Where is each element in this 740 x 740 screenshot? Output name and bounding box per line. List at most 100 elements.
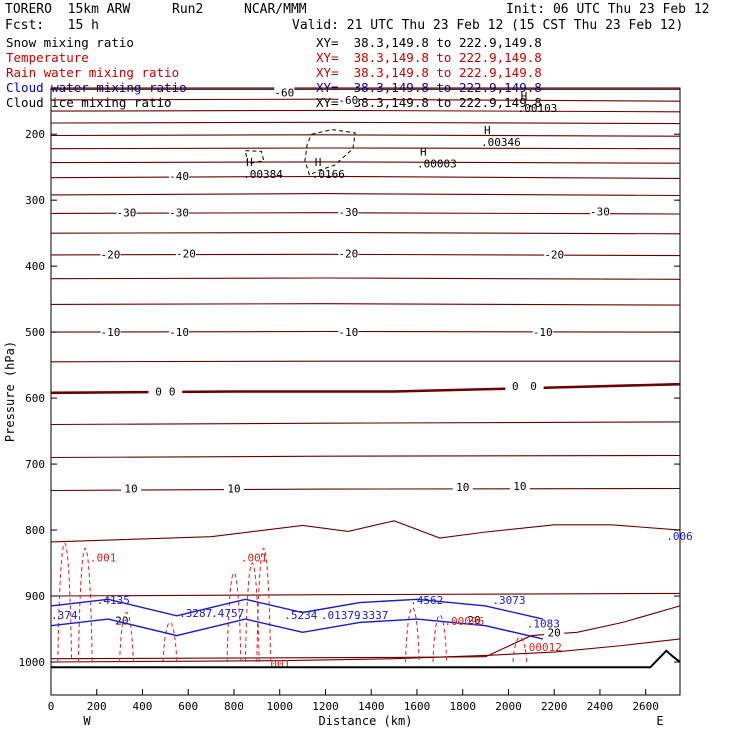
temperature-isotherm	[50, 360, 680, 363]
extremum-marker: H	[484, 124, 491, 137]
isotherm-label-bg	[509, 479, 530, 491]
temperature-isotherm	[50, 147, 681, 150]
isotherm-label: -10	[338, 326, 358, 339]
isotherm-label: -10	[169, 326, 189, 339]
x-tick-label: 2600	[632, 700, 659, 713]
y-tick-label: 900	[25, 590, 45, 603]
cloud-water-contour	[50, 618, 543, 640]
cloud-water-label: .374	[51, 609, 78, 622]
isotherm-label: 0	[512, 380, 519, 393]
temperature-isotherm	[50, 382, 681, 395]
extremum-value: .00384	[243, 168, 283, 181]
legend-entry: Temperature	[6, 50, 89, 65]
x-tick-label: 200	[87, 700, 107, 713]
cloud-water-label: .4757	[211, 607, 244, 620]
temperature-isotherm	[50, 487, 681, 492]
isotherm-label-bg	[338, 247, 359, 259]
temperature-isotherm	[50, 520, 681, 543]
x-end-label-left: W	[83, 714, 91, 728]
legend-xy-range: XY= 38.3,149.8 to 222.9,149.8	[316, 50, 542, 65]
temperature-isotherm	[50, 109, 681, 113]
isotherm-label: 20	[115, 614, 128, 627]
extremum-marker: H	[521, 90, 528, 103]
x-tick-label: 1800	[449, 700, 476, 713]
temperature-isotherm	[50, 253, 681, 257]
x-tick-label: 600	[178, 700, 198, 713]
legend-xy-range: XY= 38.3,149.8 to 222.9,149.8	[316, 35, 542, 50]
temperature-isotherm	[50, 175, 681, 179]
legend-xy-range: XY= 38.3,149.8 to 222.9,149.8	[316, 65, 542, 80]
isotherm-label: -60	[338, 94, 358, 107]
x-tick-label: 2200	[541, 700, 568, 713]
rain-water-label: .001	[90, 552, 117, 565]
temperature-isotherm	[50, 592, 681, 597]
isotherm-label: -60	[274, 87, 294, 100]
cloud-water-label: .3337	[355, 609, 388, 622]
extremum-marker: H	[315, 156, 322, 169]
x-tick-label: 1000	[266, 700, 293, 713]
cloud-water-label: .4562	[410, 594, 443, 607]
rain-contour	[405, 607, 420, 663]
isotherm-label-bg	[169, 206, 190, 218]
header-fcst: Fcst: 15 h	[5, 18, 99, 33]
isotherm-label-bg	[544, 248, 565, 260]
header-init: Init: 06 UTC Thu 23 Feb 12	[506, 2, 710, 17]
temperature-isotherm	[50, 303, 681, 306]
isotherm-label-bg	[100, 248, 121, 260]
isotherm-label-bg	[464, 613, 485, 625]
isotherm-label-bg	[505, 380, 526, 392]
rain-water-label: .00096	[444, 615, 484, 628]
extremum-value: .0166	[312, 168, 345, 181]
rain-contour	[57, 543, 73, 663]
x-axis-label: Distance (km)	[319, 714, 413, 728]
legend-entry: Cloud ice mixing ratio	[6, 95, 172, 110]
isotherm-label: 10	[456, 481, 469, 494]
extremum-marker: H	[246, 156, 253, 169]
isotherm-label-bg	[162, 385, 183, 397]
cloud-water-label: .006	[666, 530, 693, 543]
isotherm-label-bg	[223, 482, 244, 494]
isotherm-label-bg	[544, 626, 565, 638]
terrain-line	[51, 649, 681, 669]
isotherm-label-bg	[452, 481, 473, 493]
legend-entry: Snow mixing ratio	[6, 35, 134, 50]
cloud-water-label: .3287	[179, 607, 212, 620]
y-tick-label: 800	[25, 524, 45, 537]
rain-water-label: .001	[241, 552, 267, 565]
rain-water-label: .00012	[522, 641, 562, 654]
x-tick-label: 1200	[312, 700, 339, 713]
isotherm-label-bg	[274, 86, 295, 98]
isotherm-label: -20	[101, 248, 121, 261]
temperature-isotherm	[50, 212, 681, 215]
isotherm-label: -10	[533, 326, 553, 339]
rain-contour	[119, 612, 134, 663]
temperature-isotherm	[50, 121, 681, 125]
extremum-value: .00346	[481, 136, 521, 149]
temperature-isotherm	[50, 231, 681, 235]
y-tick-label: 400	[25, 260, 45, 273]
isotherm-label: 0	[530, 380, 537, 393]
legend-xy-range: XY= 38.3,149.8 to 222.9,149.8	[316, 95, 542, 110]
temperature-isotherm	[50, 134, 681, 137]
cloud-water-label: .1083	[527, 618, 560, 631]
y-tick-label: 500	[25, 326, 45, 339]
temperature-isotherm	[50, 421, 681, 426]
header-valid: Valid: 21 UTC Thu 23 Feb 12 (15 CST Thu …	[292, 18, 684, 33]
header-model: TORERO 15km ARW	[5, 2, 131, 17]
isotherm-label: -40	[169, 170, 189, 183]
x-tick-label: 2400	[587, 700, 614, 713]
isotherm-label-bg	[169, 326, 190, 338]
temperature-isotherm	[50, 454, 681, 459]
rain-contour	[162, 622, 178, 663]
isotherm-label-bg	[169, 169, 190, 181]
extremum-value: .00103	[518, 102, 558, 115]
y-tick-label: 1000	[19, 656, 46, 669]
isotherm-label: -30	[338, 206, 358, 219]
x-tick-label: 1600	[404, 700, 431, 713]
isotherm-label: -30	[117, 207, 137, 220]
y-tick-label: 600	[25, 392, 45, 405]
isotherm-label-bg	[148, 385, 169, 397]
y-tick-label: 300	[25, 194, 45, 207]
isotherm-label: -10	[101, 326, 121, 339]
